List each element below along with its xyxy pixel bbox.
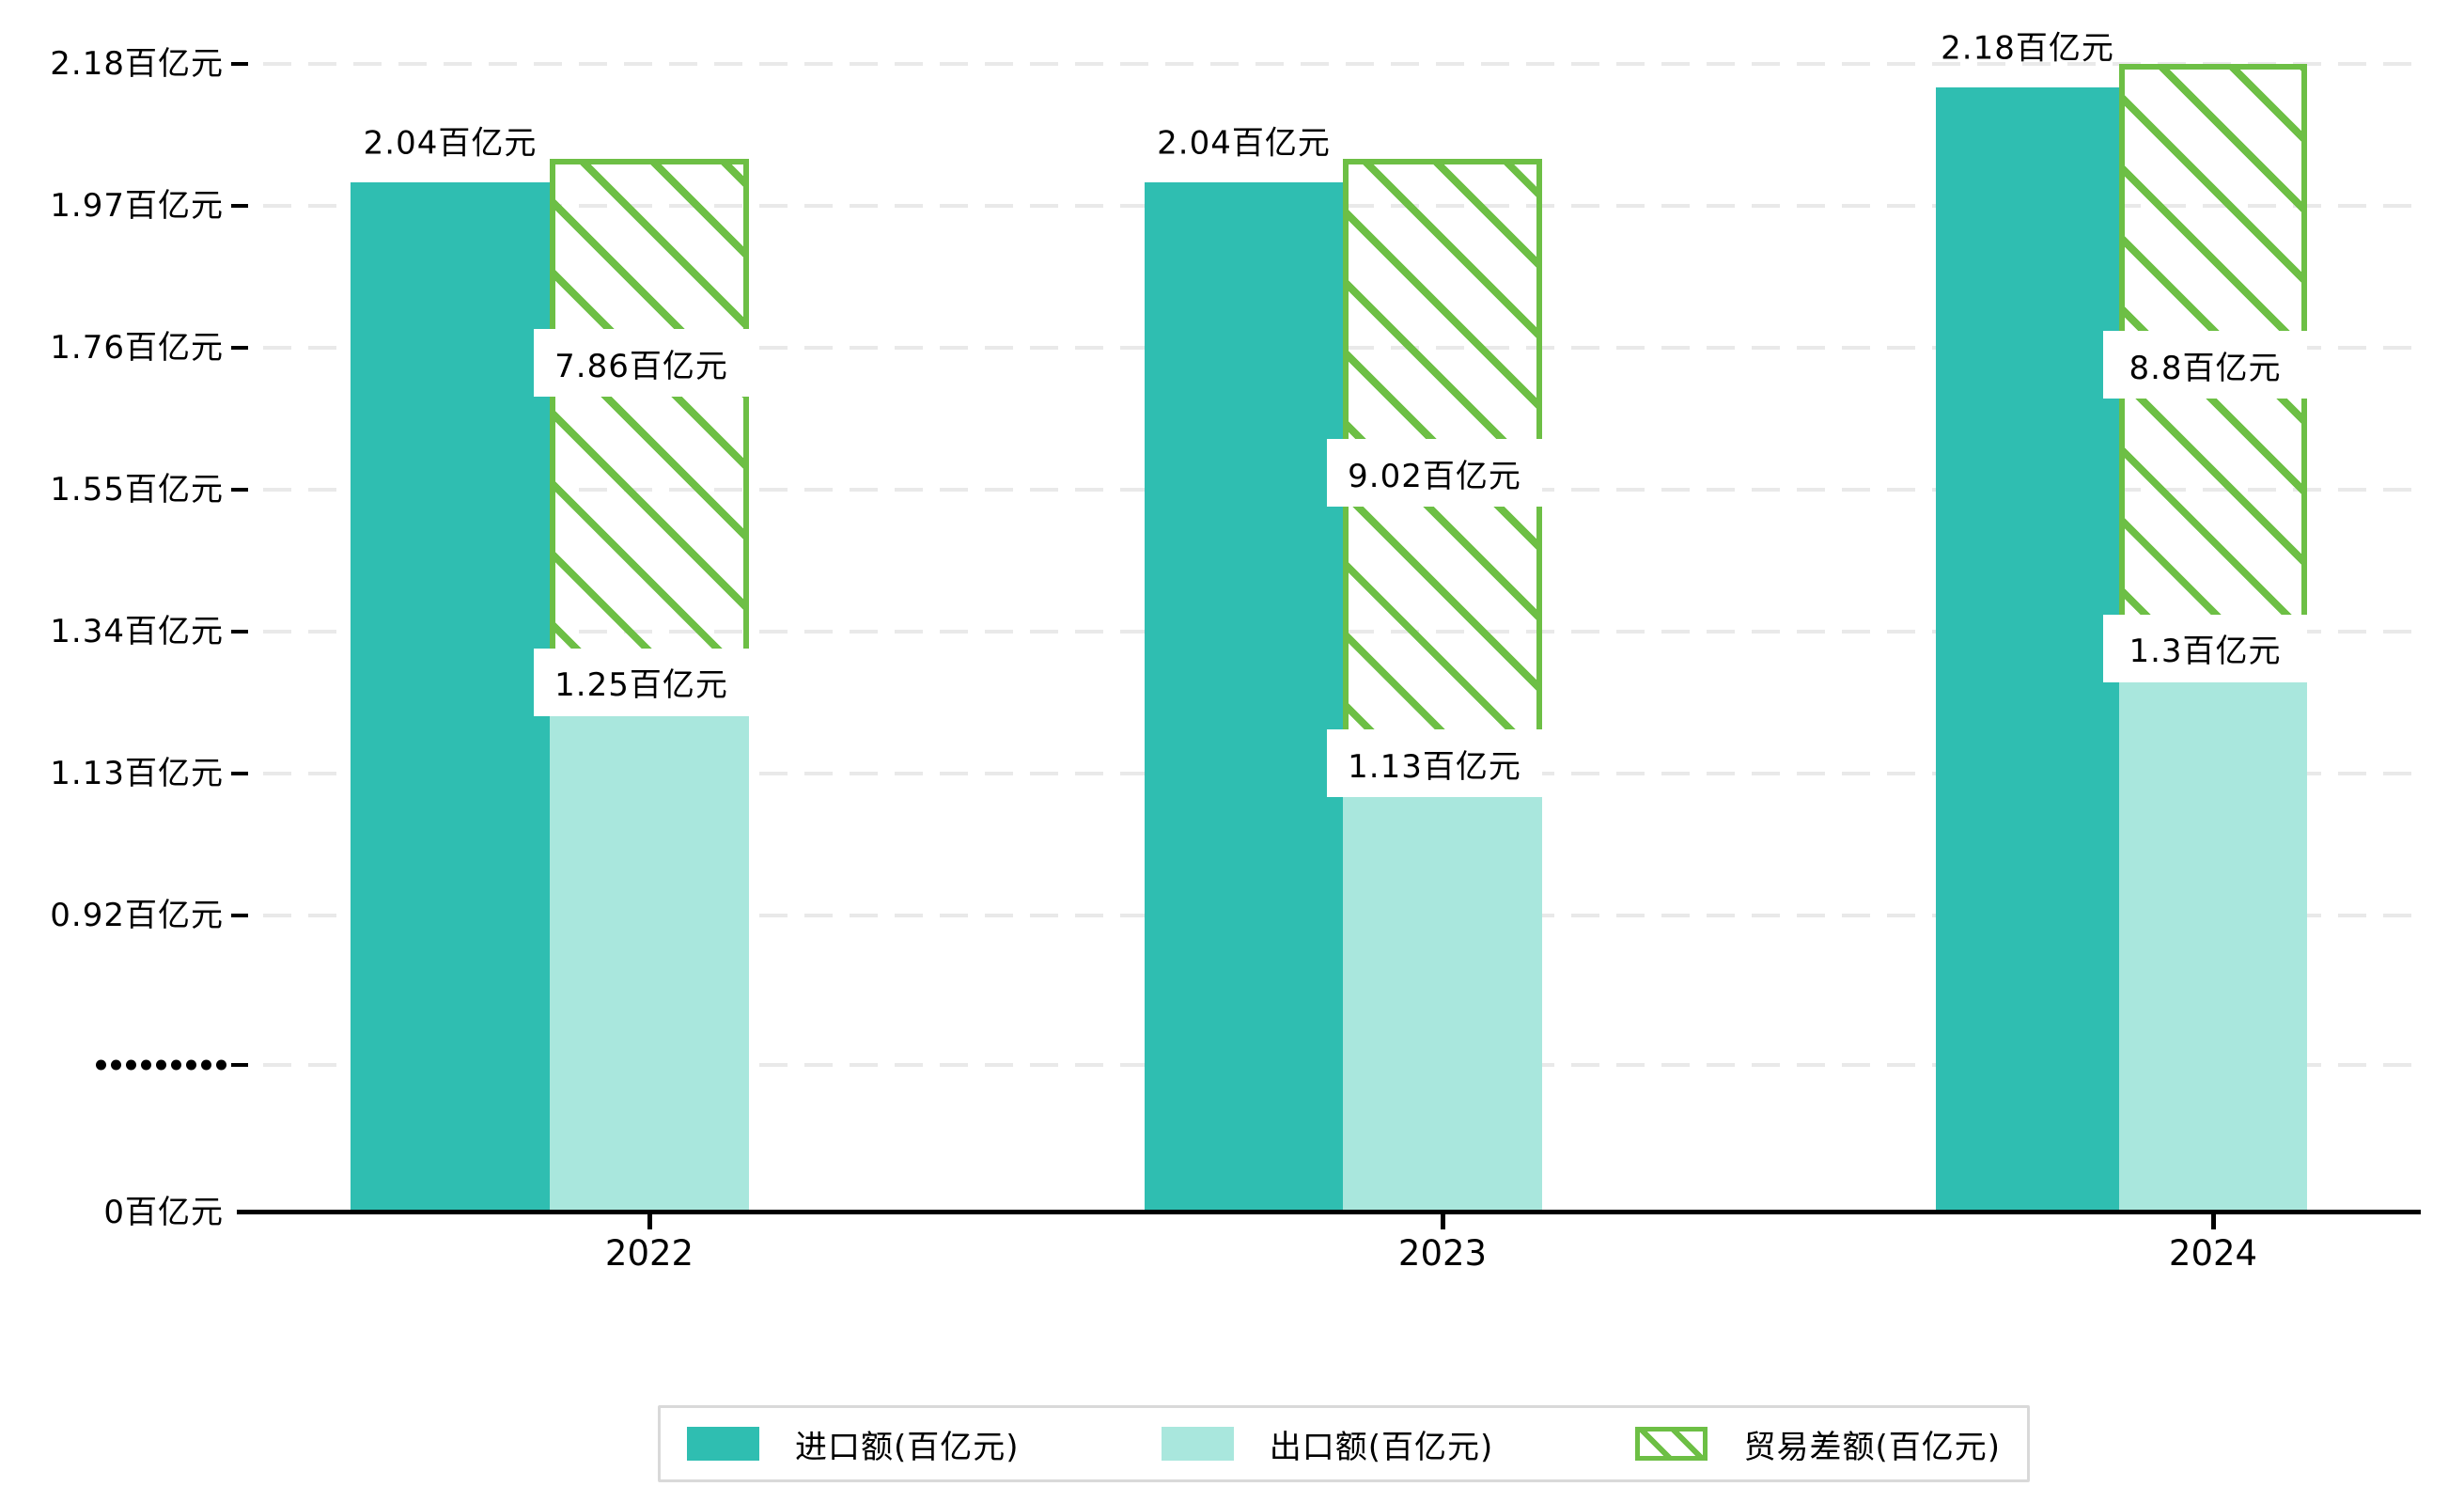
legend-label-import: 进口额(百亿元) bbox=[795, 1428, 1020, 1466]
export-value-label-2022: 1.25百亿元 bbox=[534, 648, 749, 716]
bar-import-2024 bbox=[1936, 87, 2119, 1213]
y-axis-tick bbox=[231, 204, 248, 208]
y-axis-tick-label: 0百亿元 bbox=[103, 1194, 224, 1231]
x-axis-label-2024: 2024 bbox=[2168, 1233, 2258, 1274]
y-axis-tick-label: 1.76百亿元 bbox=[50, 329, 224, 367]
y-axis-tick bbox=[231, 914, 248, 917]
export-value-label-2023: 1.13百亿元 bbox=[1327, 729, 1542, 797]
legend-swatch-trade-gap-hatched-icon bbox=[1635, 1427, 1708, 1461]
y-axis-tick-label: 2.18百亿元 bbox=[50, 45, 224, 83]
y-axis-break-marker bbox=[96, 1059, 226, 1071]
x-axis-tick-2024 bbox=[2211, 1213, 2216, 1229]
import-value-label-2024: 2.18百亿元 bbox=[1941, 29, 2114, 68]
trade-gap-value-label-2023: 9.02百亿元 bbox=[1327, 439, 1542, 507]
legend-label-export: 出口额(百亿元) bbox=[1269, 1428, 1494, 1466]
legend-item-trade-gap: 贸易差额(百亿元) bbox=[1635, 1421, 2001, 1467]
import-value-label-2023: 2.04百亿元 bbox=[1157, 124, 1331, 163]
legend-swatch-import bbox=[687, 1427, 759, 1461]
bar-export-2022 bbox=[550, 715, 749, 1213]
y-axis-tick-label: 0.92百亿元 bbox=[50, 897, 224, 934]
x-axis-line bbox=[237, 1210, 2421, 1214]
bar-trade-gap-hatched-2022 bbox=[550, 158, 749, 693]
x-axis-tick-2022 bbox=[647, 1213, 652, 1229]
y-axis-tick bbox=[231, 772, 248, 775]
y-axis-tick-label: 1.55百亿元 bbox=[50, 471, 224, 508]
y-axis-tick bbox=[231, 1063, 248, 1067]
x-axis-label-2022: 2022 bbox=[604, 1233, 694, 1274]
y-axis-tick bbox=[231, 488, 248, 492]
bar-export-2023 bbox=[1343, 797, 1542, 1213]
trade-gap-value-label-2022: 7.86百亿元 bbox=[534, 329, 749, 397]
legend-item-export: 出口额(百亿元) bbox=[1161, 1421, 1494, 1467]
export-value-label-2024: 1.3百亿元 bbox=[2103, 614, 2307, 682]
y-axis-tick bbox=[231, 630, 248, 634]
legend-swatch-export bbox=[1161, 1427, 1234, 1461]
x-axis-tick-2023 bbox=[1441, 1213, 1445, 1229]
legend-item-import: 进口额(百亿元) bbox=[687, 1421, 1020, 1467]
bar-import-2023 bbox=[1145, 181, 1343, 1213]
import-value-label-2022: 2.04百亿元 bbox=[363, 124, 538, 163]
y-axis-tick-label: 1.34百亿元 bbox=[50, 613, 224, 650]
x-axis-label-2023: 2023 bbox=[1397, 1233, 1488, 1274]
y-axis-tick-label: 1.13百亿元 bbox=[50, 755, 224, 792]
legend-label-trade-gap: 贸易差额(百亿元) bbox=[1743, 1428, 2001, 1466]
y-axis-tick-label: 1.97百亿元 bbox=[50, 187, 224, 225]
y-axis-tick bbox=[231, 346, 248, 350]
legend: 进口额(百亿元) 出口额(百亿元) 贸易差额(百亿元) bbox=[658, 1405, 2030, 1482]
gridline bbox=[263, 62, 2415, 66]
trade-gap-value-label-2024: 8.8百亿元 bbox=[2103, 331, 2307, 399]
bar-export-2024 bbox=[2119, 681, 2307, 1213]
bar-import-2022 bbox=[351, 181, 550, 1213]
y-axis-tick bbox=[231, 62, 248, 66]
